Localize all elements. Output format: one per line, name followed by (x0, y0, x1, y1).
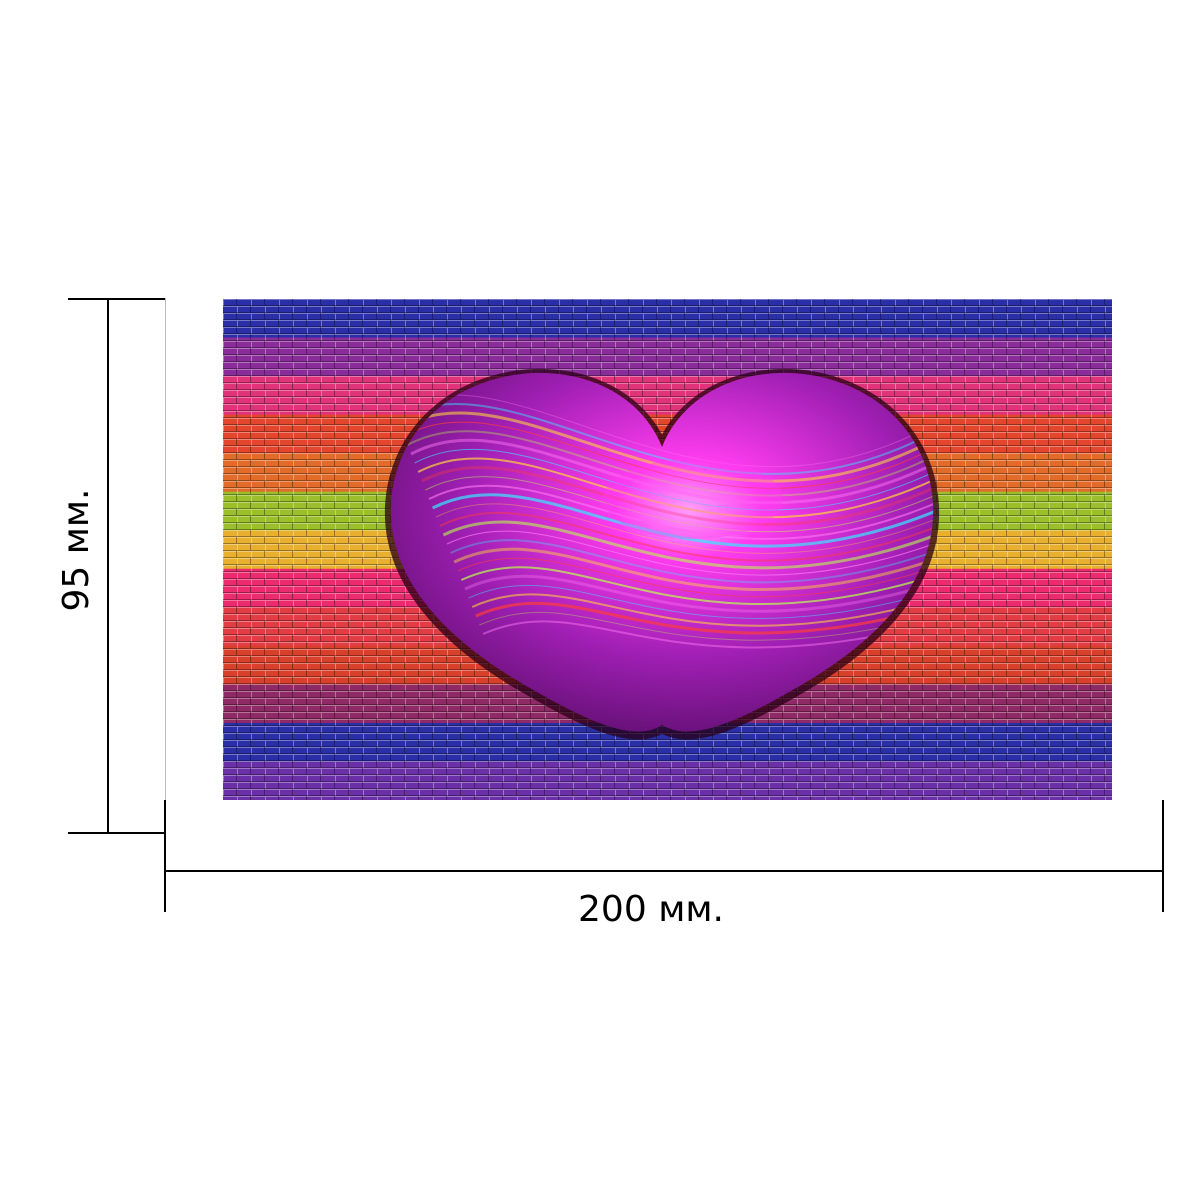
swirl-line (475, 601, 934, 635)
height-inner-guide-line (165, 298, 166, 834)
swirl-line (425, 476, 934, 533)
swirl-line (396, 402, 934, 475)
heart-icon (390, 372, 934, 732)
swirl-line (431, 493, 934, 548)
swirl-line (428, 484, 934, 540)
height-top-extension-line (68, 298, 166, 300)
artwork-image (223, 299, 1112, 800)
swirl-line (417, 457, 934, 519)
swirl-line (446, 530, 934, 576)
swirl-line (468, 584, 934, 619)
swirl-line (450, 539, 934, 584)
height-bottom-extension-line (68, 832, 166, 834)
height-dimension-line (107, 298, 109, 834)
swirl-line (403, 421, 934, 489)
width-left-extension-line (164, 800, 166, 912)
swirl-line (482, 620, 934, 649)
swirl-line (410, 438, 934, 505)
swirl-line (442, 520, 934, 570)
swirl-line (435, 503, 934, 554)
swirl-line (460, 566, 934, 605)
swirl-line (406, 430, 934, 497)
swirl-line (453, 547, 934, 591)
heart-glow (603, 459, 783, 539)
width-label: 200 мм. (578, 889, 724, 930)
swirl-line (399, 411, 934, 483)
swirl-line (457, 557, 934, 598)
swirl-line (414, 448, 934, 511)
swirl-line (439, 511, 934, 562)
swirl-line (471, 593, 934, 627)
swirl-line (421, 466, 934, 526)
swirl-line (464, 574, 934, 613)
width-dimension-line (164, 870, 1164, 872)
swirl-line (479, 611, 934, 641)
width-right-extension-line (1162, 800, 1164, 912)
height-label: 95 мм. (56, 488, 97, 612)
